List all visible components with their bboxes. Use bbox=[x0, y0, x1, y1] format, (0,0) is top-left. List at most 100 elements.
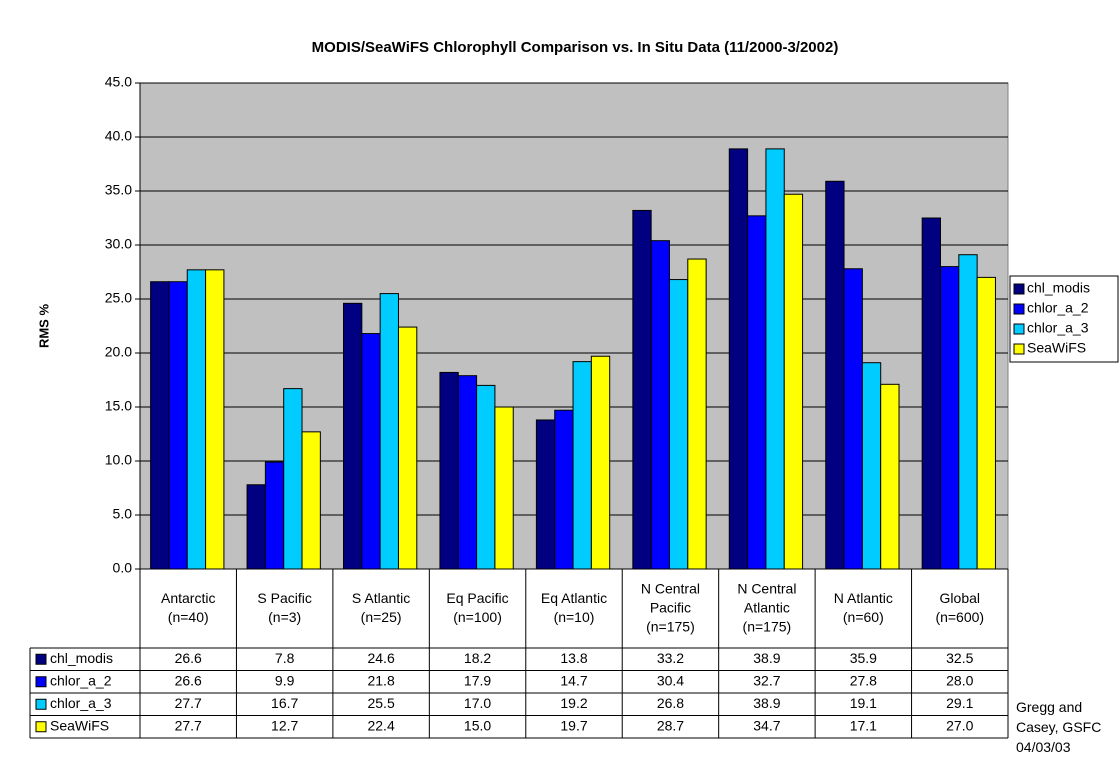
bar bbox=[783, 193, 804, 570]
legend-swatch bbox=[35, 698, 47, 710]
bar bbox=[264, 461, 285, 570]
y-tick-label: 10.0 bbox=[105, 452, 132, 468]
bar bbox=[301, 431, 321, 570]
x-tick-label: Antarctic (n=40) bbox=[161, 590, 215, 625]
table-row-label: chl_modis bbox=[50, 650, 113, 666]
table-cell: 17.9 bbox=[464, 672, 491, 688]
bar bbox=[861, 362, 882, 570]
table-cell: 16.7 bbox=[271, 695, 298, 711]
table-cell: 27.8 bbox=[850, 672, 877, 688]
legend-swatch bbox=[1013, 323, 1025, 335]
table-cell: 17.1 bbox=[850, 717, 877, 733]
bar bbox=[632, 209, 652, 570]
y-axis-label: RMS % bbox=[36, 304, 51, 349]
table-cell: 7.8 bbox=[275, 650, 295, 666]
bar bbox=[554, 409, 574, 570]
legend-box bbox=[1009, 275, 1119, 363]
y-tick-label: 35.0 bbox=[105, 182, 132, 198]
table-cell: 26.8 bbox=[657, 695, 684, 711]
legend-swatch bbox=[35, 721, 47, 733]
bar bbox=[728, 148, 749, 570]
bar bbox=[747, 215, 767, 570]
bar bbox=[843, 268, 863, 570]
bar bbox=[150, 281, 170, 570]
table-cell: 27.7 bbox=[175, 695, 202, 711]
legend-label: SeaWiFS bbox=[1027, 340, 1086, 356]
table-cell: 19.1 bbox=[850, 695, 877, 711]
table-cell: 12.7 bbox=[271, 717, 298, 733]
table-cell: 33.2 bbox=[657, 650, 684, 666]
table-cell: 27.0 bbox=[946, 717, 973, 733]
table-cell: 29.1 bbox=[946, 695, 973, 711]
y-tick-label: 30.0 bbox=[105, 236, 132, 252]
bar bbox=[494, 406, 514, 570]
legend-swatch bbox=[35, 653, 47, 665]
bar bbox=[668, 279, 689, 570]
table-cell: 22.4 bbox=[367, 717, 394, 733]
x-tick-label: Eq Atlantic (n=10) bbox=[541, 590, 607, 625]
table-cell: 38.9 bbox=[753, 650, 780, 666]
table-cell: 25.5 bbox=[367, 695, 394, 711]
y-tick-label: 15.0 bbox=[105, 398, 132, 414]
table-cell: 15.0 bbox=[464, 717, 491, 733]
bar bbox=[476, 384, 496, 570]
bar bbox=[457, 375, 478, 570]
x-tick-label: S Atlantic (n=25) bbox=[352, 590, 410, 625]
x-tick-label: N Atlantic (n=60) bbox=[834, 590, 893, 625]
table-cell: 18.2 bbox=[464, 650, 491, 666]
bar bbox=[205, 269, 225, 570]
bar bbox=[379, 293, 399, 570]
table-cell: 30.4 bbox=[657, 672, 684, 688]
x-tick-label: Global (n=600) bbox=[935, 590, 984, 625]
table-cell: 9.9 bbox=[275, 672, 295, 688]
bar bbox=[825, 180, 845, 570]
table-cell: 24.6 bbox=[367, 650, 394, 666]
bar bbox=[687, 258, 707, 570]
table-cell: 35.9 bbox=[850, 650, 877, 666]
table-cell: 17.0 bbox=[464, 695, 491, 711]
bar bbox=[535, 419, 556, 570]
legend-label: chl_modis bbox=[1027, 280, 1090, 296]
bar bbox=[361, 333, 381, 570]
bar bbox=[921, 217, 941, 570]
bar bbox=[765, 148, 785, 570]
table-row-label: SeaWiFS bbox=[50, 717, 109, 733]
table-cell: 21.8 bbox=[367, 672, 394, 688]
table-row-label: chlor_a_2 bbox=[50, 672, 112, 688]
bar bbox=[572, 361, 592, 570]
table-cell: 34.7 bbox=[753, 717, 780, 733]
bar bbox=[880, 383, 900, 570]
bar bbox=[168, 281, 188, 570]
bar bbox=[283, 388, 303, 570]
table-cell: 26.6 bbox=[175, 650, 202, 666]
annotation: Gregg and Casey, GSFC 04/03/03 bbox=[1016, 699, 1101, 755]
table-cell: 27.7 bbox=[175, 717, 202, 733]
chart-title: MODIS/SeaWiFS Chlorophyll Comparison vs.… bbox=[312, 39, 839, 56]
table-cell: 32.7 bbox=[753, 672, 780, 688]
y-tick-label: 25.0 bbox=[105, 290, 132, 306]
y-tick-label: 45.0 bbox=[105, 74, 132, 90]
x-tick-label: N Central Atlantic (n=175) bbox=[737, 580, 796, 634]
table-cell: 14.7 bbox=[560, 672, 587, 688]
bar bbox=[439, 371, 459, 570]
x-tick-label: Eq Pacific (n=100) bbox=[446, 590, 508, 625]
table-cell: 26.6 bbox=[175, 672, 202, 688]
x-tick-label: S Pacific (n=3) bbox=[257, 590, 311, 625]
y-tick-label: 0.0 bbox=[113, 560, 133, 576]
y-tick-label: 20.0 bbox=[105, 344, 132, 360]
bar bbox=[976, 276, 996, 570]
table-cell: 28.0 bbox=[946, 672, 973, 688]
bar bbox=[650, 240, 670, 570]
legend-swatch bbox=[1013, 303, 1025, 315]
y-tick-label: 5.0 bbox=[113, 506, 133, 522]
table-cell: 28.7 bbox=[657, 717, 684, 733]
bar bbox=[342, 302, 363, 570]
bar bbox=[939, 266, 960, 570]
bar bbox=[246, 484, 266, 570]
bar bbox=[186, 269, 207, 570]
table-cell: 19.7 bbox=[560, 717, 587, 733]
bar bbox=[590, 355, 611, 570]
y-tick-label: 40.0 bbox=[105, 128, 132, 144]
legend-swatch bbox=[1013, 343, 1025, 355]
